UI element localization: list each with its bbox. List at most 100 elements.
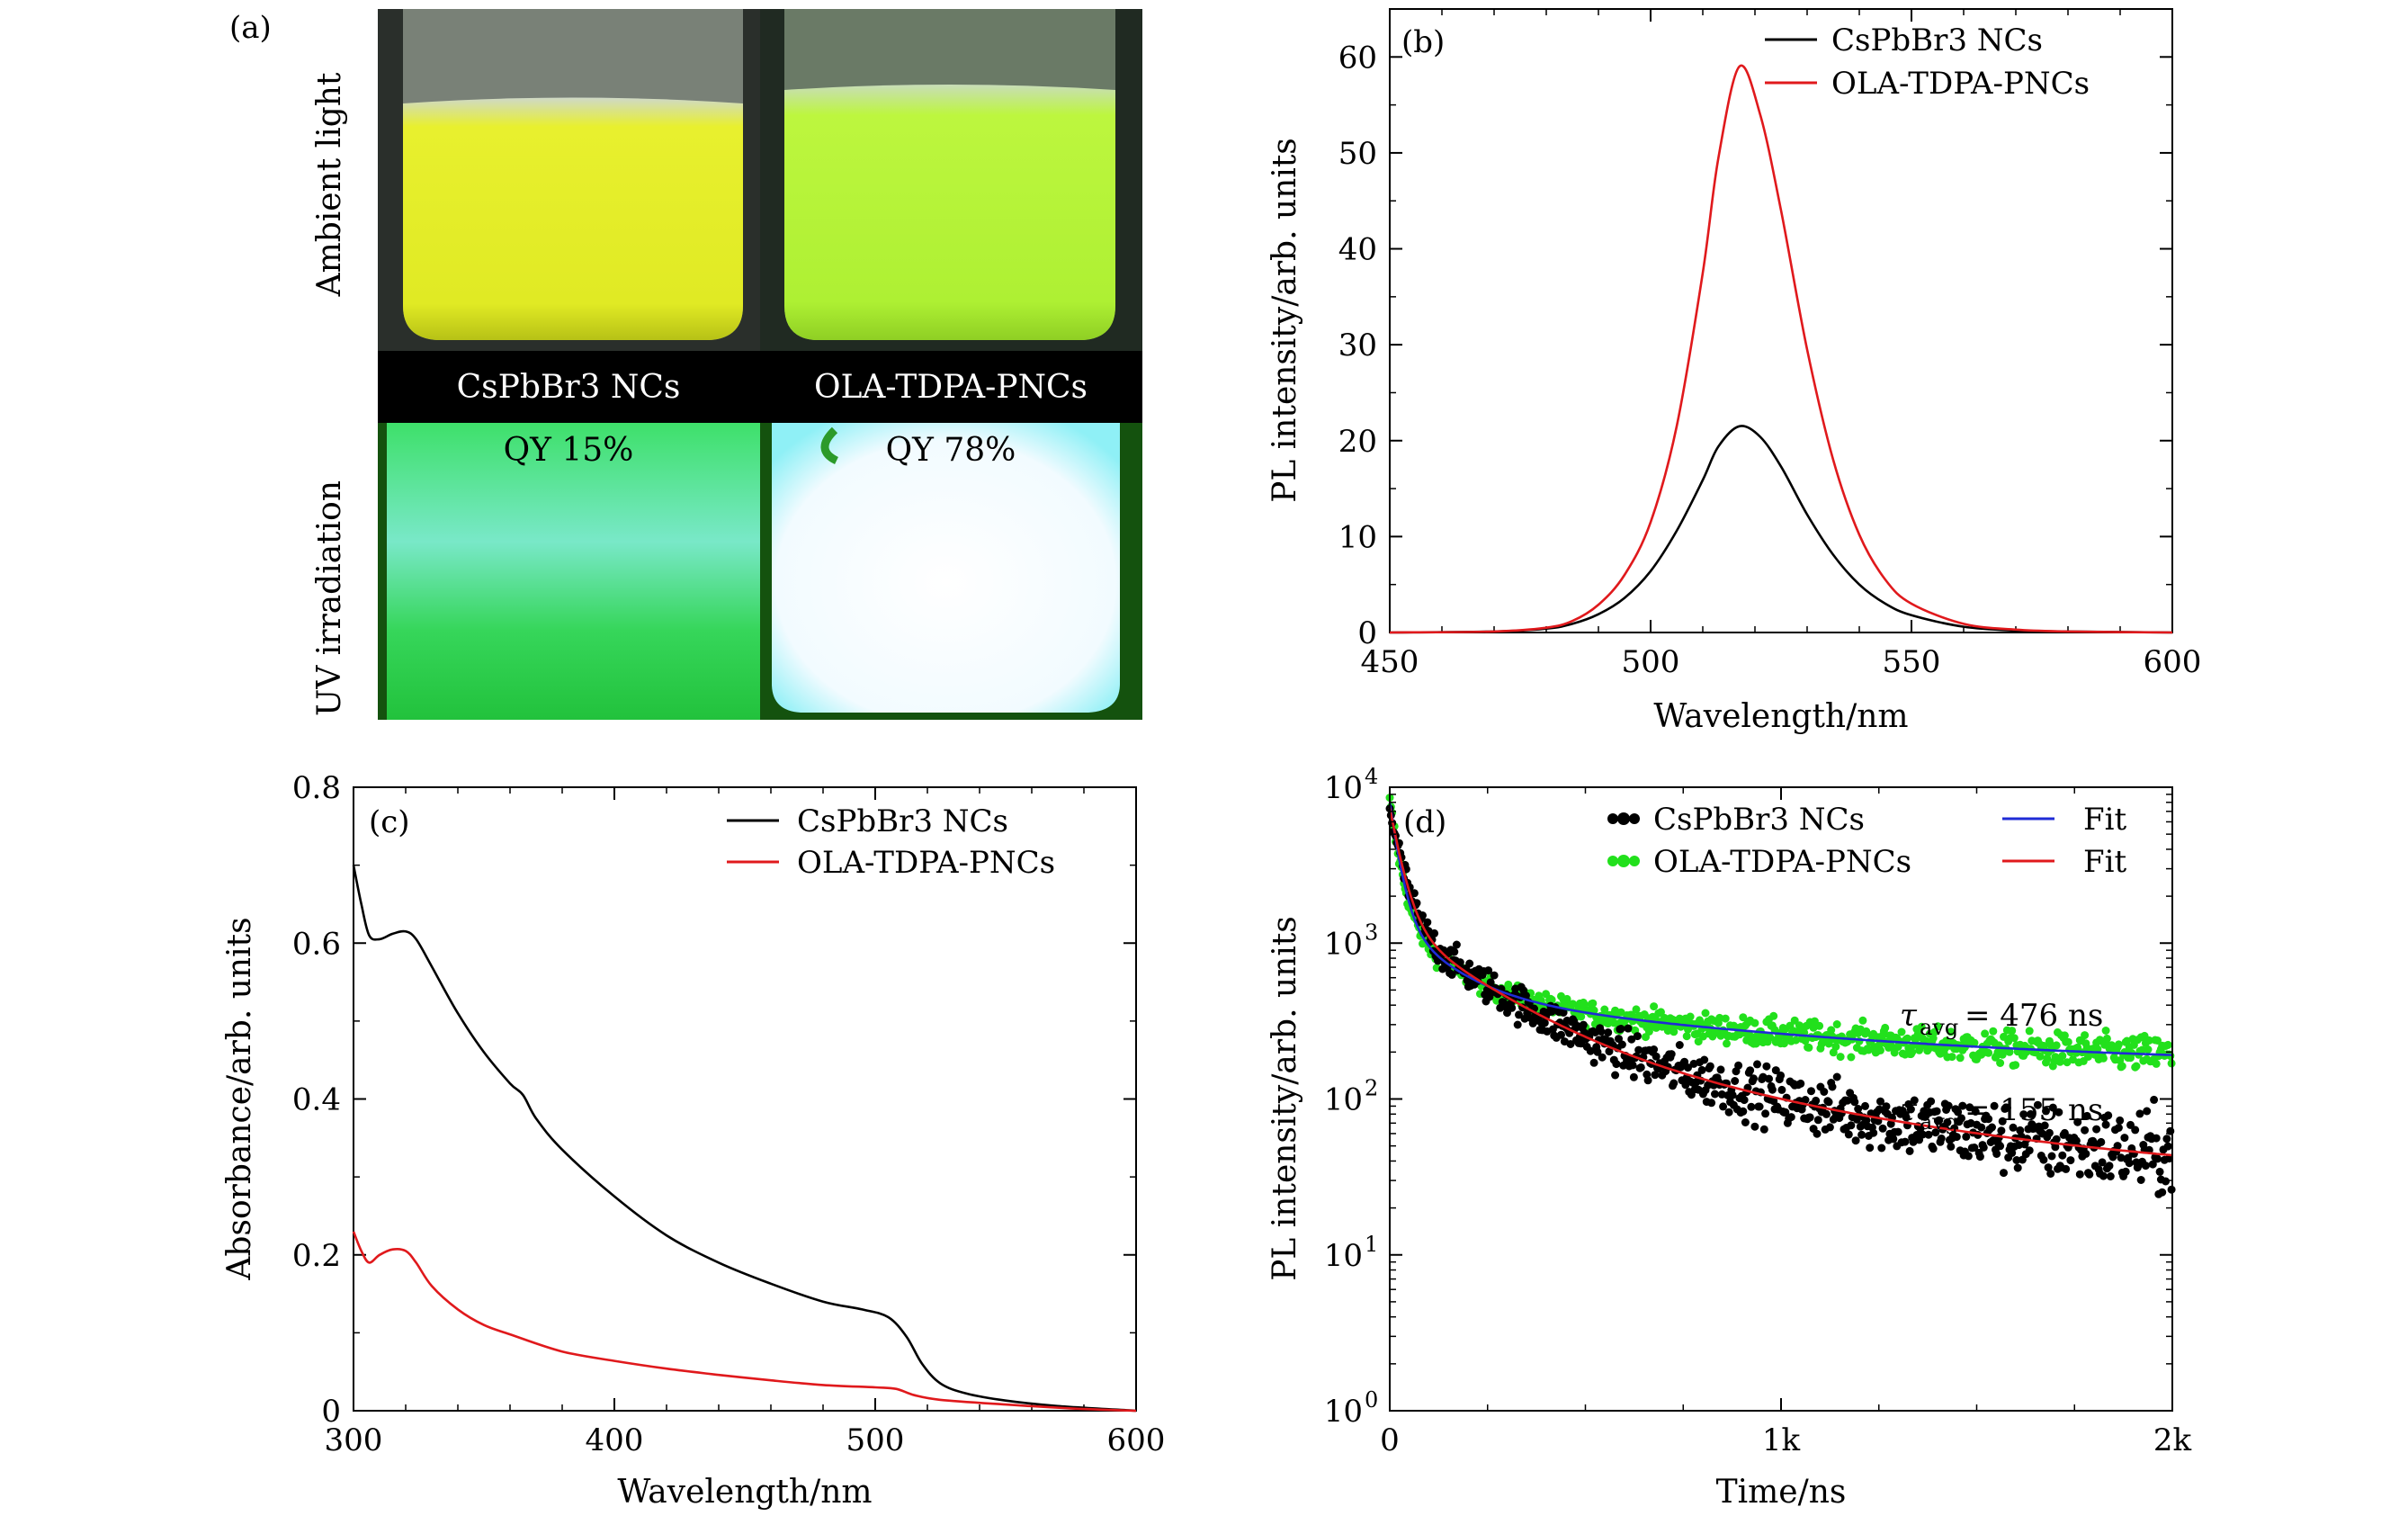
panel-b-chart: 450 500 550 600 0 10 20 30 40 50 60 (b) Wavelength… <box>1267 8 2201 735</box>
panel-d-point <box>1600 1005 1609 1014</box>
panel-d-point <box>1964 1152 1973 1161</box>
tau-value: = 476 ns <box>1965 998 2103 1034</box>
panel-d-point <box>1962 1132 1971 1141</box>
panel-d-point <box>1988 1123 1996 1132</box>
panel-d-legend: CsPbBr3 NCs OLA-TDPA-PNCs Fit Fit <box>1607 802 2126 880</box>
panel-d-point <box>1701 1009 1710 1018</box>
panel-d-point <box>1861 1101 1869 1110</box>
panel-d-point <box>1956 1054 1965 1063</box>
panel-d-point <box>1858 1016 1867 1025</box>
panel-d-point <box>1984 1048 1993 1057</box>
panel-c-letter: (c) <box>369 804 410 840</box>
tau-symbol: τ <box>1900 998 1918 1034</box>
panel-d-point <box>1447 970 1456 979</box>
panel-d-point <box>2131 1126 2140 1135</box>
panel-d-point <box>1450 947 1459 956</box>
panel-d-point <box>1997 1126 2006 1135</box>
panel-b-y-tick-label: 60 <box>1338 40 1377 76</box>
panel-b-y-tick-label: 10 <box>1338 519 1377 555</box>
panel-d-point <box>2153 1154 2162 1163</box>
panel-d-point <box>1970 1144 1979 1152</box>
panel-d-point <box>1947 1027 1956 1036</box>
panel-b-y-tick-label: 30 <box>1338 327 1377 363</box>
panel-d-point <box>2073 1117 2082 1126</box>
panel-d-point <box>1562 994 1571 1003</box>
panel-d-point <box>1547 995 1556 1004</box>
panel-d-point <box>1996 1142 2005 1151</box>
panel-d-point <box>1889 1135 1898 1144</box>
panel-d-point <box>1559 1009 1568 1017</box>
vial-uv-left <box>387 423 760 720</box>
panel-d-point <box>1851 1136 1860 1145</box>
panel-d-point <box>2143 1107 2152 1116</box>
panel-d-y-tick-exponent: 2 <box>1365 1076 1378 1101</box>
panel-d-point <box>2121 1167 2130 1176</box>
panel-b-y-tick-label: 0 <box>1357 615 1377 651</box>
panel-d-point <box>2116 1116 2125 1125</box>
panel-d-point <box>1521 991 1530 1000</box>
vial-ambient-left <box>403 97 743 340</box>
panel-d-x-axis-title: Time/ns <box>1716 1474 1847 1511</box>
panel-d-point <box>1777 1085 1786 1094</box>
panel-d-point <box>1771 1066 1780 1075</box>
panel-d-fit-line-blue <box>1388 802 2173 1056</box>
panel-c-x-axis-title: Wavelength/nm <box>617 1474 872 1511</box>
panel-c-y-tick-label: 0 <box>321 1394 341 1430</box>
panel-d-point <box>1705 1062 1714 1071</box>
panel-b-letter: (b) <box>1401 24 1445 60</box>
legend-label-ola: OLA-TDPA-PNCs <box>797 845 1055 881</box>
tau-annotation-ola: τ avg = 476 ns <box>1900 998 2103 1040</box>
panel-d-point <box>1822 1109 1831 1118</box>
panel-d-point <box>2155 1167 2164 1176</box>
panel-d-point <box>1825 1123 1834 1132</box>
panel-d-point <box>1827 1026 1836 1035</box>
panel-d-point <box>2013 1163 2022 1172</box>
panel-d-point <box>1807 1087 1815 1096</box>
panel-d-point <box>1750 1074 1758 1083</box>
panel-d-point <box>2039 1155 2048 1164</box>
panel-d-point <box>2008 1149 2017 1157</box>
panel-d-point <box>1910 1096 1919 1105</box>
legend-marker-csbr <box>1617 812 1630 825</box>
panel-d-point <box>1611 1071 1620 1080</box>
panel-d-point <box>2125 1159 2134 1168</box>
panel-d-point <box>2054 1108 2063 1117</box>
panel-d-point <box>1755 1102 1764 1111</box>
panel-d-point <box>2113 1142 2122 1151</box>
panel-d-point <box>1919 1130 1927 1139</box>
panel-d-point <box>1958 1101 1967 1110</box>
panel-d-fit-line-red <box>1388 807 2173 1157</box>
panel-d-x-tick-label: 0 <box>1380 1422 1400 1458</box>
panel-c-legend: CsPbBr3 NCs OLA-TDPA-PNCs <box>727 803 1055 881</box>
panel-b-series-line-ola <box>1389 64 2173 634</box>
panel-d-point <box>1924 1130 1933 1139</box>
tau-value: = 155 ns <box>1965 1092 2103 1128</box>
panel-d-point <box>1628 1061 1637 1070</box>
panel-b-x-tick-label: 450 <box>1361 644 1419 680</box>
panel-d-point <box>1947 1142 1956 1151</box>
panel-d-point <box>2036 1052 2045 1061</box>
panel-d-point <box>1410 889 1419 898</box>
panel-d-point <box>1513 1020 1522 1029</box>
panel-d-point <box>1850 1098 1859 1107</box>
panel-d-point <box>1652 1052 1661 1061</box>
panel-d-point <box>1996 1059 2005 1067</box>
panel-d-point <box>2092 1125 2101 1134</box>
panel-d-point <box>1697 1065 1706 1074</box>
panel-a-letter: (a) <box>229 10 272 46</box>
panel-d-point <box>2135 1109 2144 1118</box>
panel-d-point <box>1886 1119 1895 1128</box>
panel-b-legend: CsPbBr3 NCs OLA-TDPA-PNCs <box>1765 22 2090 102</box>
panel-d-point <box>2052 1041 2061 1050</box>
panel-d-point <box>2152 1134 2161 1143</box>
panel-d-point <box>1869 1128 1878 1137</box>
panel-d-point <box>1979 1143 1988 1152</box>
panel-d-point <box>2081 1126 2090 1135</box>
panel-d-point <box>2158 1188 2167 1197</box>
panel-d-point <box>2042 1107 2050 1116</box>
panel-d-y-tick-label: 10 <box>1324 1082 1363 1118</box>
panel-d-point <box>1740 1096 1749 1105</box>
panel-d-point <box>1917 1022 1926 1031</box>
panel-d-point <box>1876 1045 1884 1054</box>
